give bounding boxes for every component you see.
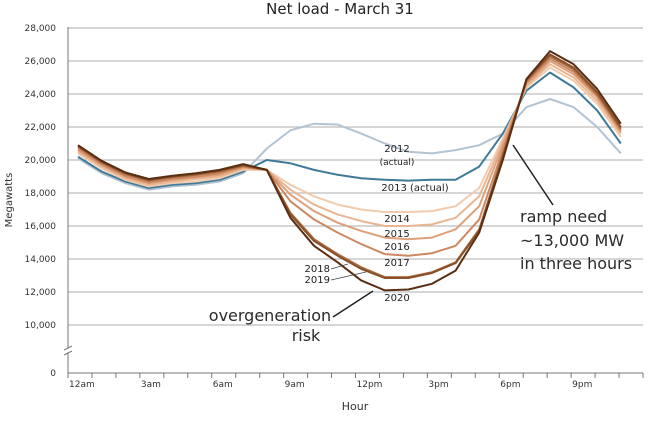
ramp-duration-text: in three hours xyxy=(520,254,632,273)
y-tick-label: 26,000 xyxy=(25,57,57,67)
y-tick-label: 22,000 xyxy=(25,123,57,133)
label-2018: 2018 xyxy=(305,264,330,275)
overgeneration-pointer xyxy=(332,290,374,318)
x-tick-label: 6am xyxy=(213,380,233,390)
series-line-2014 xyxy=(77,66,622,213)
ramp-need-text: ramp need xyxy=(520,207,607,226)
y-tick-label: 20,000 xyxy=(25,156,57,166)
axis-break-mark xyxy=(63,345,73,351)
y-tick-label: 12,000 xyxy=(25,288,57,298)
y-tick-label: 28,000 xyxy=(25,24,57,34)
label-2015: 2015 xyxy=(384,229,409,240)
ramp-amount-text: ~13,000 MW xyxy=(520,231,624,250)
overgeneration-risk-text: risk xyxy=(292,326,321,345)
x-tick-label: 9pm xyxy=(572,380,592,390)
leader-2019 xyxy=(330,271,367,281)
axis-break-mark xyxy=(63,350,73,356)
label-2019: 2019 xyxy=(305,275,330,286)
series-line-2020 xyxy=(77,50,622,292)
y-tick-label: 18,000 xyxy=(25,189,57,199)
label-2020: 2020 xyxy=(384,293,409,304)
y-tick-label: 14,000 xyxy=(25,255,57,265)
y-tick-label: 10,000 xyxy=(25,321,57,331)
series-line-2013 xyxy=(77,71,622,189)
x-tick-label: 6pm xyxy=(500,380,520,390)
label-2012-actual: (actual) xyxy=(380,158,415,168)
y-tick-label: 0 xyxy=(50,369,56,379)
x-tick-label: 3am xyxy=(141,380,161,390)
overgeneration-text: overgeneration xyxy=(209,306,331,325)
x-tick-label: 12pm xyxy=(357,380,383,390)
leader-2018 xyxy=(330,263,349,270)
x-tick-label: 9am xyxy=(285,380,305,390)
label-2017: 2017 xyxy=(384,258,409,269)
ramp-pointer xyxy=(512,144,554,206)
series-line-2017 xyxy=(77,57,622,257)
y-axis-label: Megawatts xyxy=(4,173,15,228)
chart-title: Net load - March 31 xyxy=(266,0,414,18)
axis-break-gap xyxy=(64,348,72,353)
label-2016: 2016 xyxy=(384,242,409,253)
label-2012: 2012 xyxy=(384,144,409,155)
x-axis-label: Hour xyxy=(342,400,369,413)
series-line-2012 xyxy=(77,98,622,191)
label-2013: 2013 (actual) xyxy=(381,183,448,194)
y-tick-label: 24,000 xyxy=(25,90,57,100)
label-2014: 2014 xyxy=(384,214,409,225)
series-line-2015 xyxy=(77,63,622,227)
y-tick-label: 16,000 xyxy=(25,222,57,232)
gridlines xyxy=(68,27,643,326)
x-tick-label: 12am xyxy=(69,380,95,390)
x-tick-label: 3pm xyxy=(428,380,448,390)
series-lines xyxy=(77,50,622,292)
axes: 0 10,000 12,000 14,000 16,000 18,000 20,000 22,… xyxy=(25,24,644,390)
